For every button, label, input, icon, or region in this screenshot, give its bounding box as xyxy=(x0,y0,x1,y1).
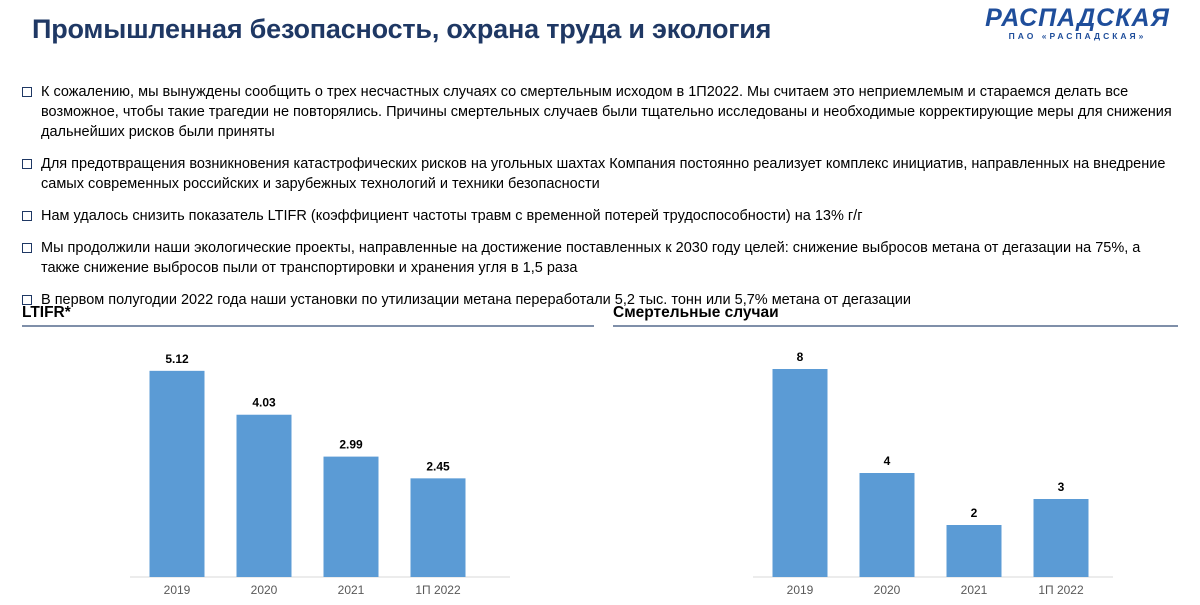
logo-brand: РАСПАДСКАЯ xyxy=(985,4,1170,32)
bar-2019 xyxy=(149,370,205,577)
bullet-text: Нам удалось снизить показатель LTIFR (ко… xyxy=(41,208,863,224)
x-tick-label: 2020 xyxy=(874,583,901,597)
ltifr-chart: 5.12 2019 4.03 2020 2.99 2021 2.45 1П 2022 xyxy=(130,352,510,597)
bullet-item: В первом полугодии 2022 года наши устано… xyxy=(22,290,1182,310)
bar-value-label: 2.45 xyxy=(426,459,450,473)
bar-2020 xyxy=(236,414,292,577)
bar-1П-2022 xyxy=(1033,499,1089,577)
bar-value-label: 8 xyxy=(797,350,804,364)
bar-1П-2022 xyxy=(410,478,466,577)
square-bullet-icon xyxy=(22,159,32,169)
bar-2019 xyxy=(772,369,828,577)
bar-value-label: 3 xyxy=(1058,480,1065,494)
x-tick-label: 2019 xyxy=(164,583,191,597)
square-bullet-icon xyxy=(22,295,32,305)
bullet-item: К сожалению, мы вынуждены сообщить о тре… xyxy=(22,82,1182,142)
bullet-item: Для предотвращения возникновения катастр… xyxy=(22,154,1182,194)
bar-2020 xyxy=(859,473,915,577)
bullet-item: Мы продолжили наши экологические проекты… xyxy=(22,238,1182,278)
square-bullet-icon xyxy=(22,211,32,221)
bar-2021 xyxy=(946,525,1002,577)
bar-value-label: 4.03 xyxy=(252,396,276,410)
page-title: Промышленная безопасность, охрана труда … xyxy=(32,14,772,44)
company-logo: РАСПАДСКАЯ ПАО «РАСПАДСКАЯ» xyxy=(970,4,1185,50)
bullet-list: К сожалению, мы вынуждены сообщить о тре… xyxy=(22,82,1182,322)
x-tick-label: 2020 xyxy=(251,583,278,597)
x-tick-label: 1П 2022 xyxy=(1038,583,1084,597)
fatalities-divider xyxy=(613,325,1178,327)
bullet-text: Мы продолжили наши экологические проекты… xyxy=(41,240,1141,276)
ltifr-divider xyxy=(22,325,594,327)
ltifr-chart-title: LTIFR* xyxy=(22,304,71,321)
bullet-text: К сожалению, мы вынуждены сообщить о тре… xyxy=(41,84,1172,140)
bar-value-label: 5.12 xyxy=(165,352,189,366)
fatalities-chart: 8 2019 4 2020 2 2021 3 1П 2022 xyxy=(753,350,1113,597)
bullet-text: Для предотвращения возникновения катастр… xyxy=(41,156,1166,192)
square-bullet-icon xyxy=(22,87,32,97)
fatalities-chart-title: Смертельные случаи xyxy=(613,304,779,321)
x-tick-label: 1П 2022 xyxy=(415,583,461,597)
bullet-item: Нам удалось снизить показатель LTIFR (ко… xyxy=(22,206,1182,226)
bullet-text: В первом полугодии 2022 года наши устано… xyxy=(41,292,911,308)
x-tick-label: 2019 xyxy=(787,583,814,597)
square-bullet-icon xyxy=(22,243,32,253)
logo-subtitle: ПАО «РАСПАДСКАЯ» xyxy=(1008,31,1147,41)
bar-value-label: 4 xyxy=(884,454,891,468)
x-tick-label: 2021 xyxy=(961,583,988,597)
x-tick-label: 2021 xyxy=(338,583,365,597)
bar-2021 xyxy=(323,456,379,577)
bar-value-label: 2 xyxy=(971,506,978,520)
bar-value-label: 2.99 xyxy=(339,438,363,452)
